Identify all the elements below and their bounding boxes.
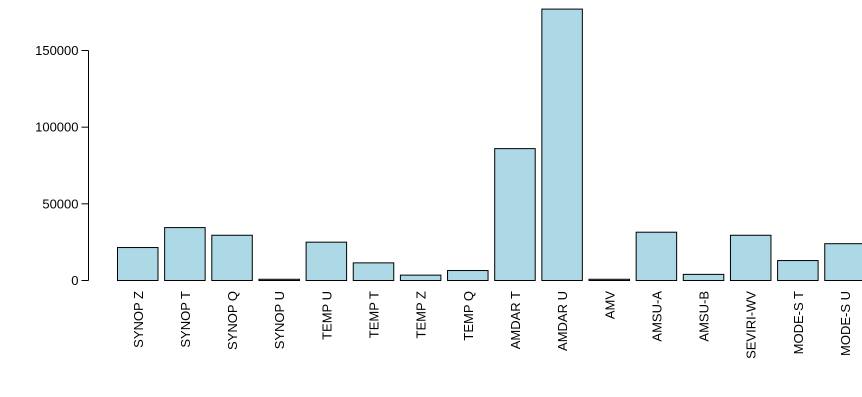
x-category-label: AMDAR T xyxy=(508,291,523,349)
x-category-label: AMDAR U xyxy=(555,291,570,351)
bar xyxy=(305,241,348,282)
x-category-label: SYNOP Q xyxy=(225,291,240,350)
x-category-label: TEMP U xyxy=(319,291,334,340)
bar xyxy=(399,274,442,281)
x-axis-labels: SYNOP Z SYNOP T SYNOP Q SYNOP U TEMP U TEMP T… xyxy=(131,291,853,359)
bar xyxy=(588,278,630,282)
bar xyxy=(352,262,395,282)
bar xyxy=(682,273,725,282)
x-category-label: MODE-S U xyxy=(838,291,853,356)
x-category-label: SYNOP T xyxy=(178,291,193,348)
bar xyxy=(164,227,206,282)
x-category-label: TEMP Q xyxy=(461,291,476,341)
bar xyxy=(541,8,583,281)
bar xyxy=(729,234,772,281)
bar xyxy=(494,148,536,281)
x-category-label: AMSU-A xyxy=(649,291,664,342)
y-tick-label: 100000 xyxy=(35,120,78,135)
y-tick-label: 0 xyxy=(71,273,78,288)
y-axis: 0 50000 100000 150000 xyxy=(35,43,89,288)
bar xyxy=(824,243,862,281)
x-category-label: TEMP Z xyxy=(414,291,429,338)
x-category-label: AMV xyxy=(602,291,617,320)
x-category-label: SYNOP U xyxy=(272,291,287,349)
bar xyxy=(117,247,159,282)
x-category-label: SEVIRI-WV xyxy=(744,291,759,359)
x-category-label: SYNOP Z xyxy=(131,291,146,348)
x-category-label: AMSU-B xyxy=(697,291,712,342)
x-category-label: MODE-S T xyxy=(791,291,806,354)
x-category-label: TEMP T xyxy=(367,291,382,338)
bar xyxy=(635,231,678,281)
y-tick-label: 150000 xyxy=(35,43,78,58)
bars xyxy=(117,8,862,282)
bar xyxy=(211,234,253,281)
bar xyxy=(258,278,300,282)
y-tick-label: 50000 xyxy=(42,196,78,211)
bar xyxy=(777,260,819,282)
bar xyxy=(447,270,489,281)
